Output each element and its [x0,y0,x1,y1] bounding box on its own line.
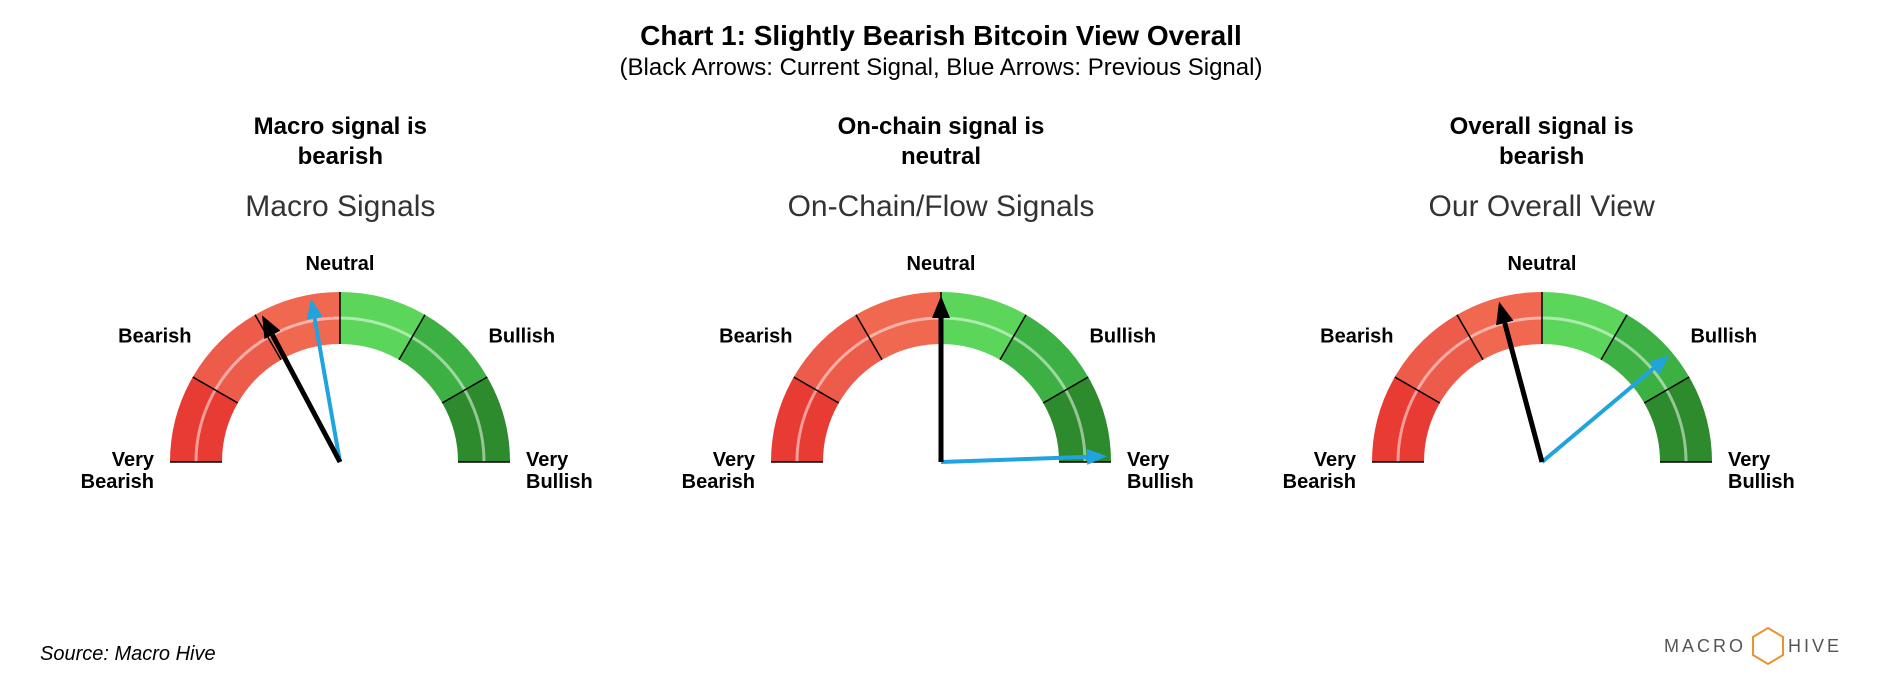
gauge-macro: Macro signal is bearish Macro Signals Ne… [60,112,620,512]
label-bullish: Bullish [1690,325,1757,347]
source-text: Source: Macro Hive [40,643,216,666]
gauge-svg-wrap: Neutral Bearish Bullish VeryBearish VeryBull… [80,232,600,512]
label-neutral: Neutral [306,253,375,275]
label-very-bullish: VeryBullish [526,449,593,493]
previous-arrow-shaft [1542,368,1654,462]
gauge-onchain: On-chain signal is neutral On-Chain/Flow… [661,112,1221,512]
footer: Source: Macro Hive MACRO HIVE [40,626,1842,666]
signal-text: Overall signal is bearish [1450,112,1634,172]
gauges-container: Macro signal is bearish Macro Signals Ne… [40,112,1842,512]
label-bearish: Bearish [1320,325,1393,347]
signal-text: Macro signal is bearish [254,112,427,172]
label-bullish: Bullish [489,325,556,347]
gauge-name: Our Overall View [1429,190,1655,224]
label-bullish: Bullish [1089,325,1156,347]
hexagon-icon [1750,626,1786,666]
gauge-overall: Overall signal is bearish Our Overall Vi… [1262,112,1822,512]
label-bearish: Bearish [719,325,792,347]
chart-header: Chart 1: Slightly Bearish Bitcoin View O… [40,20,1842,82]
chart-subtitle: (Black Arrows: Current Signal, Blue Arro… [40,54,1842,82]
label-neutral: Neutral [907,253,976,275]
label-very-bullish: VeryBullish [1728,449,1795,493]
label-bearish: Bearish [118,325,191,347]
logo-text-macro: MACRO [1664,636,1746,657]
label-very-bearish: VeryBearish [1282,449,1356,493]
gauge-svg-wrap: Neutral Bearish Bullish VeryBearish VeryBull… [1282,232,1802,512]
label-very-bearish: VeryBearish [81,449,155,493]
label-very-bearish: VeryBearish [682,449,756,493]
signal-text: On-chain signal is neutral [838,112,1045,172]
gauge-name: On-Chain/Flow Signals [788,190,1095,224]
label-neutral: Neutral [1507,253,1576,275]
logo-text-hive: HIVE [1788,636,1842,657]
gauge-name: Macro Signals [245,190,435,224]
macrohive-logo: MACRO HIVE [1664,626,1842,666]
gauge-svg-wrap: Neutral Bearish Bullish VeryBearish VeryBull… [681,232,1201,512]
label-very-bullish: VeryBullish [1127,449,1194,493]
chart-title: Chart 1: Slightly Bearish Bitcoin View O… [40,20,1842,52]
